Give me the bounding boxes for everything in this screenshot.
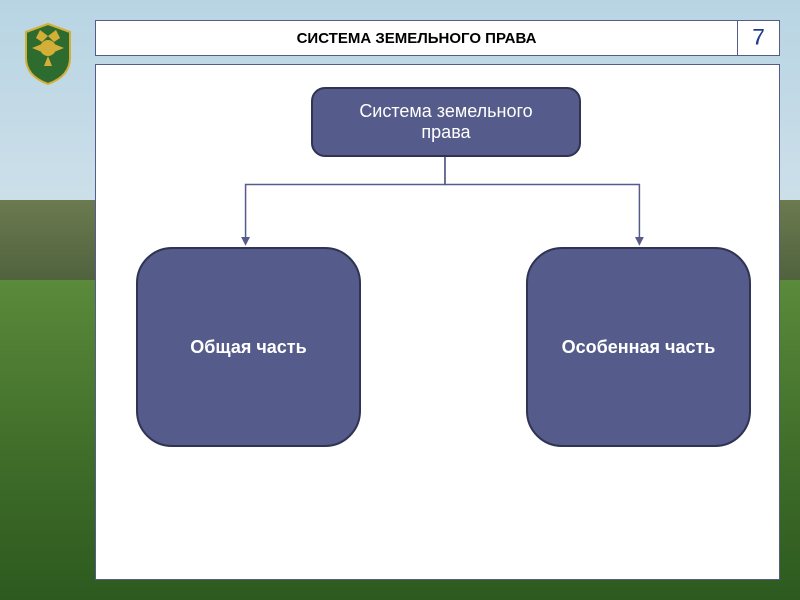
emblem-icon (18, 18, 78, 88)
node-root-label: Система земельного права (359, 101, 532, 143)
edge-root-right (445, 157, 639, 245)
header-bar: СИСТЕМА ЗЕМЕЛЬНОГО ПРАВА 7 (95, 20, 780, 56)
content-panel: Система земельного права Общая часть Осо… (95, 64, 780, 580)
node-left: Общая часть (136, 247, 361, 447)
edge-root-left (246, 157, 445, 245)
node-root: Система земельного права (311, 87, 581, 157)
diagram-tree: Система земельного права Общая часть Осо… (96, 65, 779, 579)
node-right-label: Особенная часть (562, 337, 716, 358)
page-number: 7 (752, 24, 765, 52)
node-left-label: Общая часть (190, 337, 306, 358)
node-right: Особенная часть (526, 247, 751, 447)
page-title: СИСТЕМА ЗЕМЕЛЬНОГО ПРАВА (96, 30, 737, 47)
page-number-box: 7 (737, 21, 779, 55)
